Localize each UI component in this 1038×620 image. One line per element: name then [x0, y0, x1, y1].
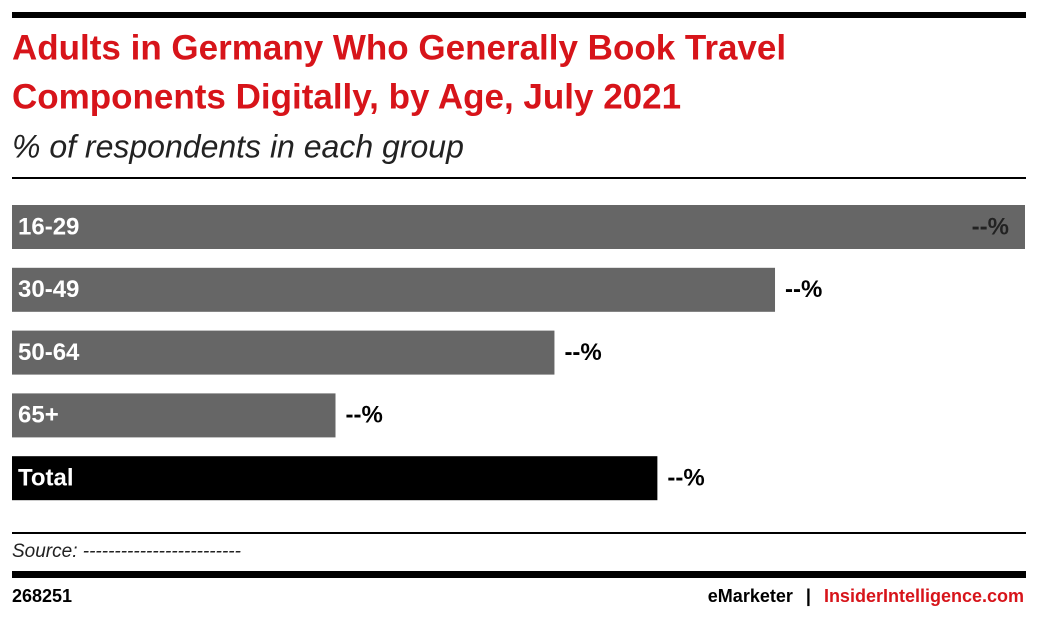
category-label: Total — [18, 465, 74, 492]
brand-emarketer: eMarketer — [708, 586, 793, 606]
value-label: --% — [972, 213, 1009, 240]
source: Source: ------------------------- — [12, 541, 241, 562]
value-label: --% — [667, 465, 704, 492]
category-label: 30-49 — [18, 276, 79, 303]
value-label: --% — [346, 402, 383, 429]
bar — [12, 456, 658, 501]
category-label: 65+ — [18, 402, 59, 429]
category-label: 16-29 — [18, 213, 79, 240]
bar — [12, 393, 336, 438]
bar — [12, 267, 776, 312]
chart-id: 268251 — [12, 586, 72, 606]
bar — [12, 205, 1025, 249]
category-label: 50-64 — [18, 339, 80, 366]
top-rule — [12, 12, 1026, 18]
value-label: --% — [785, 276, 822, 303]
chart-subtitle: % of respondents in each group — [12, 128, 464, 164]
chart-title: Adults in Germany Who Generally Book Tra… — [12, 28, 786, 67]
rule — [12, 177, 1026, 179]
bar — [12, 330, 555, 375]
rule — [12, 532, 1026, 534]
brand-separator: | — [806, 586, 811, 606]
brand: eMarketer | InsiderIntelligence.com — [708, 586, 1024, 606]
value-label: --% — [564, 339, 601, 366]
bottom-rule — [12, 571, 1026, 578]
brand-insider: InsiderIntelligence.com — [824, 586, 1024, 606]
chart-title: Components Digitally, by Age, July 2021 — [12, 77, 681, 116]
